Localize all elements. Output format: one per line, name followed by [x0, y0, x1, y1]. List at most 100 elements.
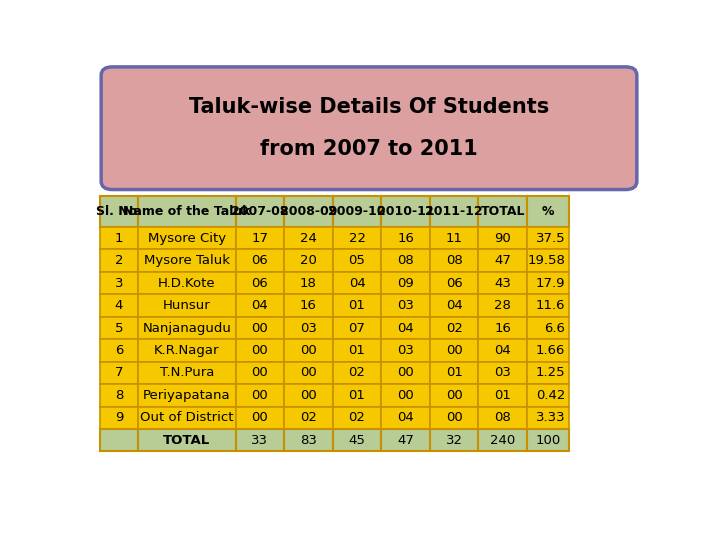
Text: 00: 00 [446, 344, 462, 357]
Bar [284, 294, 333, 317]
Bar [284, 227, 333, 249]
Bar [382, 227, 430, 249]
Bar [100, 196, 138, 227]
Bar [527, 317, 569, 339]
Text: 00: 00 [446, 411, 462, 424]
Bar [235, 339, 284, 362]
Text: Hunsur: Hunsur [163, 299, 211, 312]
Text: Out of District: Out of District [140, 411, 233, 424]
Text: 03: 03 [397, 344, 414, 357]
Bar [478, 384, 527, 407]
Text: 11.6: 11.6 [536, 299, 565, 312]
Text: Name of the Taluk: Name of the Taluk [123, 205, 251, 218]
Text: 00: 00 [300, 389, 317, 402]
Text: 19.58: 19.58 [528, 254, 565, 267]
Bar [430, 249, 478, 272]
Bar [284, 196, 333, 227]
Text: 2010-11: 2010-11 [377, 205, 434, 218]
Bar [235, 249, 284, 272]
Text: 28: 28 [494, 299, 511, 312]
Bar [235, 196, 284, 227]
Text: 00: 00 [251, 411, 269, 424]
Bar [478, 362, 527, 384]
Text: 00: 00 [251, 344, 269, 357]
Bar [333, 272, 382, 294]
Bar [100, 227, 138, 249]
Text: 16: 16 [397, 232, 414, 245]
Bar [527, 272, 569, 294]
Bar [527, 196, 569, 227]
Text: 01: 01 [446, 367, 462, 380]
Bar [527, 227, 569, 249]
Text: 4: 4 [114, 299, 123, 312]
Text: 01: 01 [348, 389, 366, 402]
Bar [138, 294, 235, 317]
Bar [100, 384, 138, 407]
Bar [100, 429, 138, 451]
Bar [430, 317, 478, 339]
Bar [382, 294, 430, 317]
Text: 6.6: 6.6 [544, 321, 565, 334]
Text: 00: 00 [300, 344, 317, 357]
Text: K.R.Nagar: K.R.Nagar [154, 344, 220, 357]
Text: 1: 1 [114, 232, 123, 245]
Text: 47: 47 [397, 434, 414, 447]
Text: 22: 22 [348, 232, 366, 245]
Text: 02: 02 [446, 321, 462, 334]
Text: Mysore City: Mysore City [148, 232, 226, 245]
Bar [284, 249, 333, 272]
Bar [138, 196, 235, 227]
Text: 04: 04 [397, 411, 414, 424]
Text: 18: 18 [300, 276, 317, 289]
Text: 06: 06 [251, 276, 269, 289]
Bar [527, 339, 569, 362]
Text: 43: 43 [494, 276, 511, 289]
Bar [284, 362, 333, 384]
Bar [382, 339, 430, 362]
Text: 17.9: 17.9 [536, 276, 565, 289]
Bar [138, 249, 235, 272]
Bar [333, 294, 382, 317]
Bar [100, 294, 138, 317]
Bar [333, 249, 382, 272]
Text: 3: 3 [114, 276, 123, 289]
Bar [382, 317, 430, 339]
Bar [100, 339, 138, 362]
Bar [478, 317, 527, 339]
Bar [478, 272, 527, 294]
Bar [430, 196, 478, 227]
Text: 5: 5 [114, 321, 123, 334]
Text: 03: 03 [494, 367, 511, 380]
Text: 08: 08 [397, 254, 414, 267]
Bar [284, 317, 333, 339]
Text: 00: 00 [397, 367, 414, 380]
Bar [333, 196, 382, 227]
Bar [478, 339, 527, 362]
Text: 04: 04 [348, 276, 365, 289]
Bar [382, 384, 430, 407]
Text: 1.66: 1.66 [536, 344, 565, 357]
Bar [382, 407, 430, 429]
Text: Taluk-wise Details Of Students: Taluk-wise Details Of Students [189, 97, 549, 117]
Text: 00: 00 [446, 389, 462, 402]
Bar [333, 384, 382, 407]
Bar [235, 317, 284, 339]
Text: 2008-09: 2008-09 [280, 205, 337, 218]
Text: 00: 00 [251, 367, 269, 380]
Text: %: % [541, 205, 554, 218]
Bar [527, 249, 569, 272]
Bar [430, 339, 478, 362]
Bar [333, 362, 382, 384]
Text: from 2007 to 2011: from 2007 to 2011 [260, 139, 478, 159]
Bar [430, 384, 478, 407]
Text: 0.42: 0.42 [536, 389, 565, 402]
Bar [235, 429, 284, 451]
Bar [430, 407, 478, 429]
Text: 00: 00 [251, 389, 269, 402]
Text: 00: 00 [251, 321, 269, 334]
Text: 04: 04 [251, 299, 269, 312]
Text: 8: 8 [114, 389, 123, 402]
Text: TOTAL: TOTAL [480, 205, 525, 218]
Bar [333, 407, 382, 429]
Text: 02: 02 [300, 411, 317, 424]
